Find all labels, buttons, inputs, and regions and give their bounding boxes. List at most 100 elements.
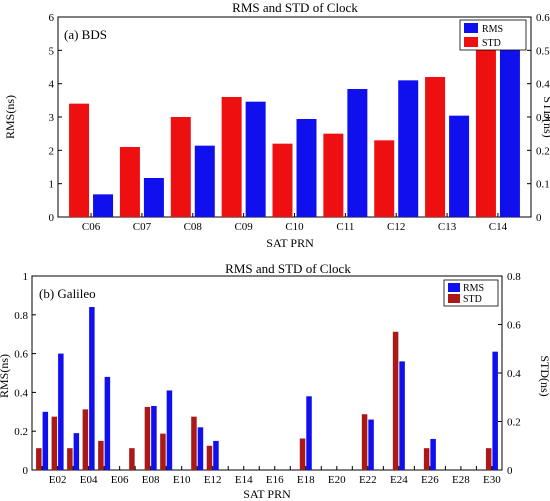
galileo-x-tick-label-e22: E22 [359, 474, 377, 486]
bds-y-right-tick-label-4: 0.4 [536, 79, 550, 91]
galileo-y-right-tick-label-3: 0.6 [507, 320, 521, 332]
galileo-y-left-tick-label-5: 1 [23, 271, 29, 283]
galileo-x-tick-label-e26: E26 [421, 474, 439, 486]
galileo-y-right-tick-label-4: 0.8 [507, 271, 521, 283]
galileo-x-tick-label-e06: E06 [111, 474, 129, 486]
bds-y-left-tick-label-0: 0 [49, 212, 55, 224]
galileo-x-tick-label-e10: E10 [173, 474, 191, 486]
galileo-x-tick-label-e24: E24 [390, 474, 408, 486]
bds-x-tick-label-c11: C11 [336, 221, 354, 233]
galileo-chart-title: RMS and STD of Clock [225, 261, 351, 276]
galileo-y-right-tick-label-2: 0.4 [507, 368, 521, 380]
galileo-rms-bar-e03 [73, 433, 80, 470]
bds-x-tick-label-c13: C13 [438, 221, 457, 233]
galileo-y-left-tick-label-2: 0.4 [14, 387, 28, 399]
galileo-std-bar-e09 [160, 433, 166, 470]
galileo-y-left-tick-label-3: 0.6 [14, 349, 28, 361]
galileo-y-right-label: STD(ns) [538, 355, 550, 396]
bds-rms-bar-c13 [449, 115, 470, 217]
galileo-std-bar-e04 [82, 409, 89, 470]
galileo-rms-bar-e09 [166, 390, 173, 470]
bds-x-tick-label-c12: C12 [387, 221, 405, 233]
bds-y-right-tick-label-6: 0.6 [536, 12, 550, 24]
galileo-rms-bar-e01 [42, 411, 49, 470]
galileo-rms-bar-e11 [197, 427, 204, 470]
bds-std-bar-c13 [425, 77, 446, 217]
galileo-x-tick-label-e18: E18 [297, 474, 315, 486]
bds-rms-bar-c08 [194, 145, 215, 217]
galileo-x-tick-label-e08: E08 [142, 474, 160, 486]
galileo-y-right-tick-label-0: 0 [507, 465, 513, 477]
galileo-std-bar-e22 [361, 414, 368, 470]
bds-y-right-tick-label-1: 0.1 [536, 179, 550, 191]
galileo-legend-std-swatch [448, 294, 460, 303]
galileo-std-bar-e18 [299, 438, 306, 470]
bds-legend-rms-label: RMS [482, 24, 503, 35]
galileo-std-bar-e01 [36, 448, 42, 470]
galileo-x-tick-label-e20: E20 [328, 474, 346, 486]
galileo-x-tick-label-e30: E30 [483, 474, 501, 486]
bds-std-bar-c07 [119, 147, 140, 217]
galileo-y-left-label: RMS(ns) [0, 354, 11, 398]
galileo-rms-bar-e22 [368, 419, 374, 470]
bds-x-tick-label-c10: C10 [285, 221, 304, 233]
galileo-legend-std-label: STD [463, 294, 482, 305]
galileo-y-left-tick-label-4: 0.8 [14, 310, 28, 322]
bds-std-bar-c11 [323, 133, 344, 217]
bds-std-bar-c09 [221, 97, 242, 217]
bds-y-left-tick-label-6: 6 [49, 12, 55, 24]
galileo-rms-bar-e02 [58, 353, 64, 470]
bds-y-left-tick-label-4: 4 [49, 79, 55, 91]
bds-bars [69, 27, 520, 218]
bds-x-tick-label-c08: C08 [184, 221, 203, 233]
galileo-std-bar-e03 [67, 448, 73, 470]
bds-ticks: C06 C07 C08 C09 C10 C11 C12 C13 C14 0 1 2 3 4 5 6 0 0.1 0.… [49, 12, 550, 233]
galileo-x-tick-label-e28: E28 [452, 474, 470, 486]
galileo-panel-label: (b) Galileo [39, 286, 96, 301]
bds-x-tick-label-c09: C09 [234, 221, 253, 233]
bds-legend-std-label: STD [482, 38, 501, 49]
galileo-bars [36, 307, 498, 470]
galileo-legend-rms-swatch [448, 283, 460, 292]
bds-x-tick-label-c06: C06 [82, 221, 101, 233]
galileo-legend: RMS STD [443, 279, 499, 307]
galileo-rms-bar-e30 [492, 351, 498, 470]
bds-y-left-tick-label-5: 5 [49, 45, 55, 57]
galileo-legend-rms-label: RMS [463, 283, 484, 294]
bds-rms-bar-c10 [296, 119, 317, 217]
galileo-legend-box [443, 279, 499, 307]
bds-std-bar-c08 [170, 117, 191, 217]
galileo-x-tick-label-e02: E02 [49, 474, 67, 486]
galileo-std-bar-e24 [392, 331, 399, 470]
bds-y-right-tick-label-0: 0 [536, 212, 542, 224]
bds-y-right-tick-label-2: 0.2 [536, 145, 550, 157]
bds-legend-std-swatch [464, 37, 478, 47]
bds-x-tick-label-c07: C07 [133, 221, 152, 233]
galileo-x-tick-label-e04: E04 [80, 474, 98, 486]
bds-y-left-tick-label-3: 3 [49, 112, 55, 124]
galileo-rms-bar-e04 [89, 307, 95, 470]
galileo-y-left-tick-label-0: 0 [23, 465, 29, 477]
bds-rms-bar-c11 [347, 89, 368, 217]
galileo-std-bar-e11 [191, 416, 197, 470]
galileo-rms-bar-e05 [104, 376, 111, 470]
galileo-rms-bar-e24 [399, 361, 405, 470]
galileo-x-tick-label-e14: E14 [235, 474, 253, 486]
bds-std-bar-c10 [272, 143, 293, 217]
galileo-x-tick-label-e12: E12 [204, 474, 222, 486]
bds-x-tick-label-c14: C14 [489, 221, 508, 233]
bds-y-right-tick-label-5: 0.5 [536, 45, 550, 57]
bds-std-bar-c06 [69, 103, 90, 217]
galileo-rms-bar-e08 [151, 405, 157, 470]
galileo-y-left-tick-label-1: 0.2 [14, 426, 28, 438]
galileo-std-bar-e02 [51, 416, 58, 470]
galileo-std-bar-e30 [485, 448, 492, 470]
bds-std-bar-c12 [374, 140, 395, 217]
bds-y-right-tick-label-3: 0.3 [536, 112, 550, 124]
galileo-rms-bar-e18 [306, 396, 312, 470]
galileo-x-tick-label-e16: E16 [266, 474, 284, 486]
bds-rms-bar-c14 [499, 27, 520, 217]
bds-y-right-label: STD(ns) [541, 96, 550, 137]
bds-x-label: SAT PRN [266, 236, 314, 250]
